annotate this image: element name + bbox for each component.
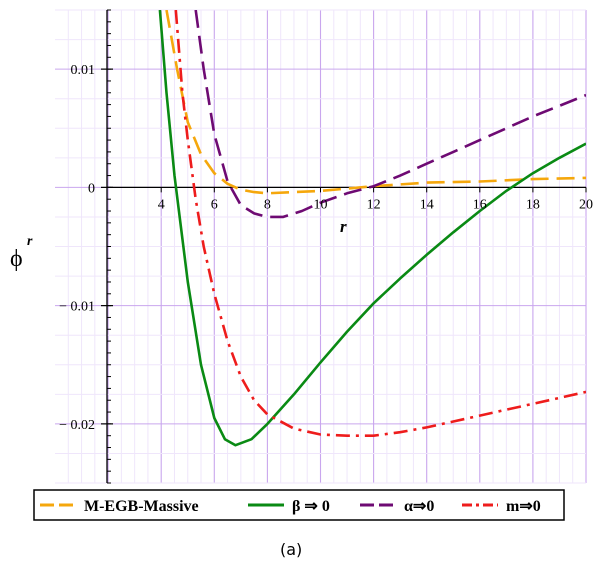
grid [55,9,587,484]
legend: M-EGB-Massive β ⇒ 0 α⇒0 m⇒0 [33,489,565,521]
x-tick-label: 10 [314,197,328,212]
y-tick-label: 0.01 [71,63,96,78]
figure-caption: (a) [280,540,302,559]
y-tick-label: − 0.02 [59,418,95,433]
x-tick-label: 20 [579,197,593,212]
legend-label-4: m⇒0 [506,498,541,515]
tick-labels: 4 6 8 10 12 14 16 18 20 0.01 0 − 0.01 − 0.02 [59,63,593,433]
axes [101,9,587,484]
series-line-2 [158,10,586,447]
series-lines [158,10,586,447]
x-axis-label: r [340,217,347,236]
legend-box [33,489,565,521]
x-tick-label: 14 [420,197,434,212]
y-tick-label: − 0.01 [59,300,95,315]
series-line-4 [174,10,586,437]
legend-label-1: M-EGB-Massive [84,498,199,515]
x-tick-label: 16 [473,197,487,212]
x-tick-label: 18 [526,197,540,212]
x-tick-label: 8 [264,197,271,212]
x-tick-label: 4 [158,197,165,212]
series-line-3 [194,10,586,219]
legend-label-2: β ⇒ 0 [292,498,330,515]
y-axis-label: ϕ [10,246,23,272]
x-tick-label: 12 [367,197,381,212]
series-line-1 [165,10,586,195]
x-tick-label: 6 [211,197,218,212]
legend-label-3: α⇒0 [404,498,434,515]
y-tick-label: 0 [88,181,95,196]
y-axis-label-superscript: r [27,234,33,249]
y-axis-label-main: ϕ [10,246,23,272]
